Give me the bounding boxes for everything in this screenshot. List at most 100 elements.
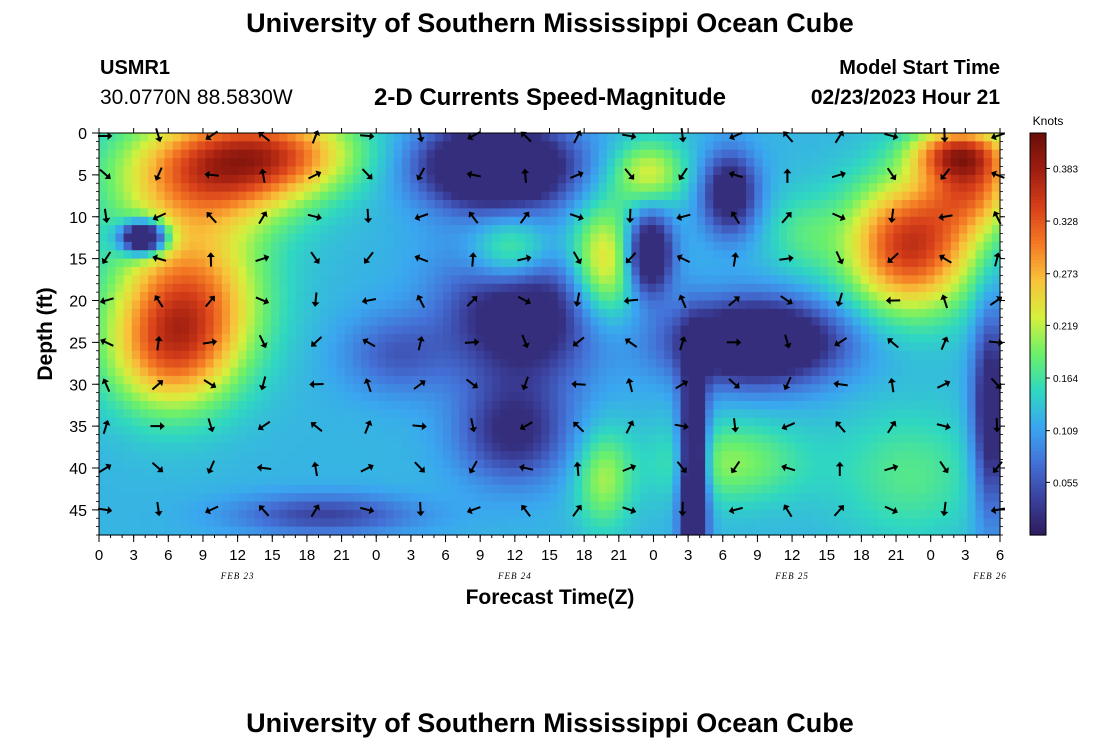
heatmap-cell — [655, 493, 665, 503]
heatmap-cell — [115, 501, 125, 511]
heatmap-cell — [385, 216, 395, 226]
heatmap-cell — [868, 459, 878, 469]
heatmap-cell — [926, 434, 936, 444]
heatmap-cell — [295, 183, 305, 193]
heatmap-cell — [819, 216, 829, 226]
heatmap-cell — [287, 459, 297, 469]
heatmap-cell — [115, 225, 125, 235]
heatmap-cell — [959, 426, 968, 436]
heatmap-cell — [123, 166, 133, 176]
heatmap-cell — [967, 468, 977, 477]
heatmap-cell — [770, 191, 780, 201]
heatmap-cell — [795, 300, 805, 310]
heatmap-cell — [467, 216, 477, 226]
heatmap-cell — [189, 409, 198, 419]
heatmap-cell — [295, 350, 305, 360]
heatmap-cell — [189, 283, 198, 293]
heatmap-cell — [369, 493, 379, 503]
heatmap-cell — [737, 459, 747, 469]
heatmap-cell — [901, 350, 911, 360]
heatmap-cell — [426, 216, 436, 226]
heatmap-cell — [623, 300, 633, 310]
heatmap-cell — [99, 183, 108, 193]
heatmap-cell — [131, 476, 141, 486]
heatmap-cell — [541, 225, 551, 235]
heatmap-cell — [418, 426, 428, 436]
heatmap-cell — [688, 300, 698, 310]
heatmap-cell — [352, 451, 362, 461]
heatmap-cell — [99, 292, 108, 302]
heatmap-cell — [926, 133, 936, 142]
heatmap-cell — [819, 292, 829, 302]
heatmap-cell — [271, 375, 280, 385]
heatmap-cell — [721, 133, 731, 142]
heatmap-cell — [320, 451, 329, 461]
heatmap-cell — [467, 476, 477, 486]
heatmap-cell — [418, 401, 428, 410]
heatmap-cell — [721, 501, 731, 511]
heatmap-cell — [402, 158, 411, 168]
heatmap-cell — [664, 191, 673, 201]
heatmap-cell — [893, 267, 903, 276]
heatmap-cell — [582, 174, 592, 184]
heatmap-cell — [778, 183, 788, 193]
heatmap-cell — [230, 174, 239, 184]
heatmap-cell — [467, 434, 477, 444]
heatmap-cell — [271, 434, 280, 444]
heatmap-cell — [721, 334, 731, 343]
heatmap-cell — [909, 317, 919, 327]
heatmap-cell — [172, 183, 182, 193]
heatmap-cell — [336, 484, 346, 494]
heatmap-cell — [664, 133, 673, 142]
heatmap-cell — [123, 509, 133, 519]
heatmap-cell — [549, 476, 559, 486]
heatmap-cell — [893, 275, 903, 285]
heatmap-cell — [148, 191, 157, 201]
heatmap-cell — [606, 434, 616, 444]
heatmap-cell — [393, 426, 403, 436]
heatmap-cell — [205, 283, 215, 293]
heatmap-cell — [696, 442, 706, 452]
heatmap-cell — [238, 166, 248, 176]
heatmap-cell — [533, 501, 542, 511]
heatmap-cell — [655, 334, 665, 343]
heatmap-cell — [680, 275, 690, 285]
heatmap-cell — [369, 149, 379, 159]
heatmap-cell — [549, 325, 559, 335]
heatmap-cell — [295, 275, 305, 285]
heatmap-cell — [541, 241, 551, 251]
heatmap-cell — [623, 275, 633, 285]
heatmap-cell — [647, 275, 657, 285]
heatmap-cell — [582, 375, 592, 385]
heatmap-cell — [303, 384, 313, 394]
heatmap-cell — [967, 501, 977, 511]
heatmap-cell — [459, 183, 469, 193]
heatmap-cell — [787, 200, 796, 209]
heatmap-cell — [246, 451, 256, 461]
heatmap-cell — [377, 292, 387, 302]
heatmap-cell — [131, 409, 141, 419]
heatmap-cell — [549, 334, 559, 343]
heatmap-cell — [443, 191, 452, 201]
heatmap-cell — [942, 342, 952, 352]
heatmap-cell — [893, 317, 903, 327]
heatmap-cell — [287, 216, 297, 226]
heatmap-cell — [541, 459, 551, 469]
heatmap-cell — [475, 141, 485, 151]
heatmap-cell — [811, 334, 821, 343]
heatmap-cell — [631, 233, 641, 243]
heatmap-cell — [574, 317, 583, 327]
heatmap-cell — [148, 300, 157, 310]
heatmap-cell — [631, 183, 641, 193]
heatmap-cell — [246, 384, 256, 394]
heatmap-cell — [172, 468, 182, 477]
heatmap-cell — [385, 183, 395, 193]
heatmap-cell — [541, 434, 551, 444]
heatmap-cell — [557, 275, 567, 285]
heatmap-cell — [508, 258, 518, 268]
heatmap-cell — [549, 300, 559, 310]
heatmap-cell — [688, 468, 698, 477]
heatmap-cell — [827, 208, 837, 218]
heatmap-cell — [197, 493, 207, 503]
heatmap-cell — [795, 426, 805, 436]
